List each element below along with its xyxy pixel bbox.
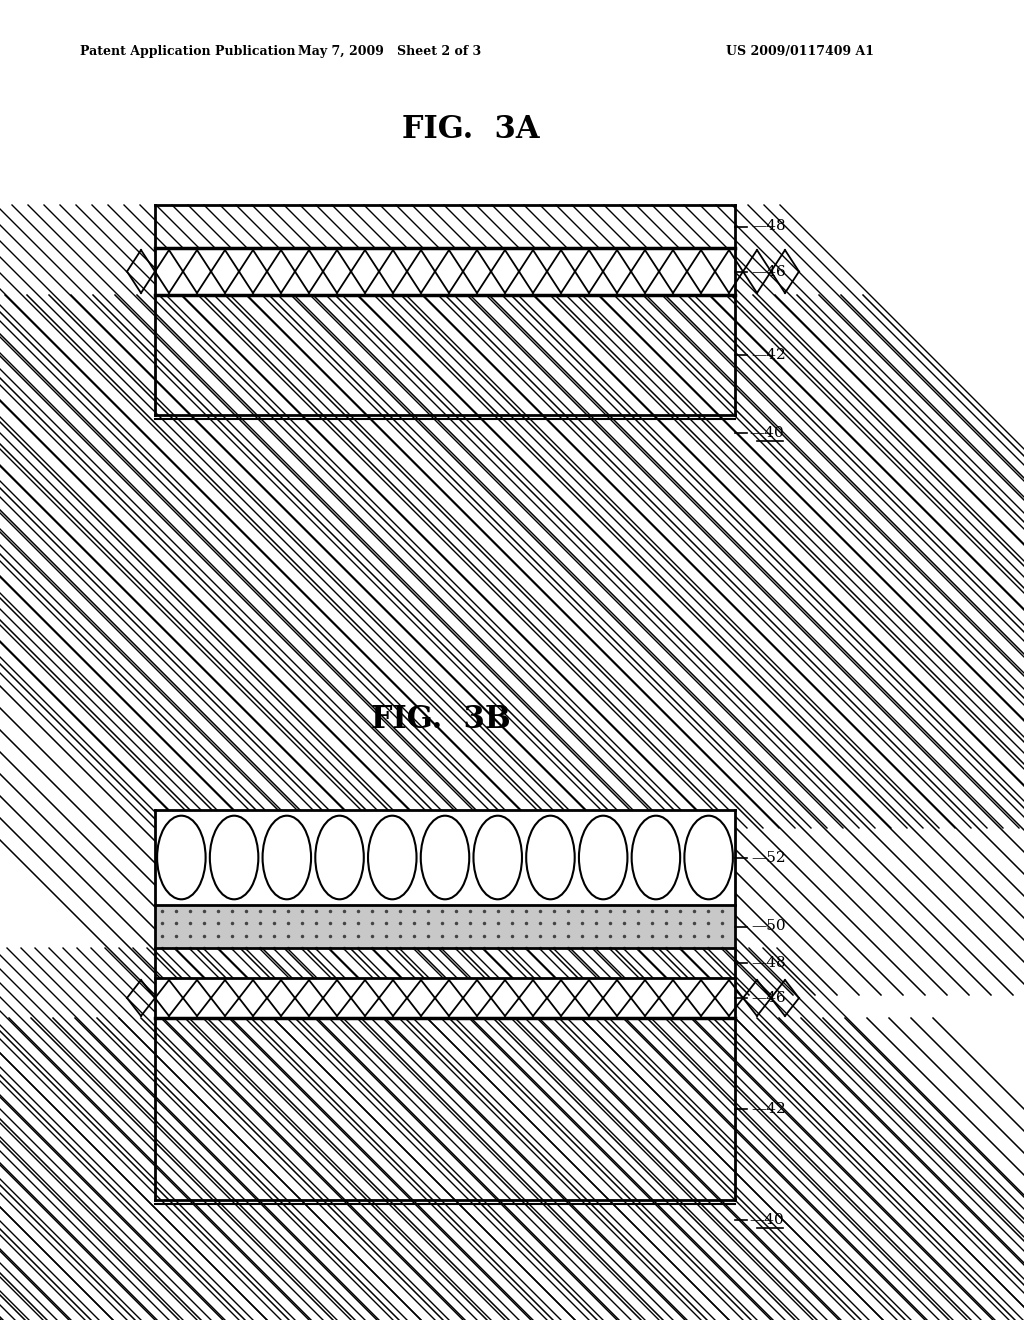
- Bar: [155, 205, 735, 248]
- Ellipse shape: [579, 816, 628, 899]
- Text: May 7, 2009   Sheet 2 of 3: May 7, 2009 Sheet 2 of 3: [298, 45, 481, 58]
- Text: —46: —46: [751, 991, 785, 1005]
- Bar: [155, 978, 735, 1018]
- Bar: [155, 948, 735, 978]
- Text: —40: —40: [749, 1213, 783, 1228]
- Ellipse shape: [262, 816, 311, 899]
- Text: —46: —46: [751, 264, 785, 279]
- Text: US 2009/0117409 A1: US 2009/0117409 A1: [726, 45, 874, 58]
- Ellipse shape: [526, 816, 574, 899]
- Text: —40: —40: [749, 426, 783, 440]
- Bar: [155, 294, 735, 414]
- Text: —50: —50: [751, 920, 785, 933]
- Ellipse shape: [157, 816, 206, 899]
- Text: Patent Application Publication: Patent Application Publication: [80, 45, 296, 58]
- Ellipse shape: [632, 816, 680, 899]
- Ellipse shape: [315, 816, 364, 899]
- Text: FIG.  3A: FIG. 3A: [402, 115, 540, 145]
- Bar: [155, 1018, 735, 1200]
- Text: —48: —48: [751, 219, 785, 234]
- Text: —52: —52: [751, 850, 785, 865]
- Bar: [155, 248, 735, 294]
- Ellipse shape: [684, 816, 733, 899]
- Text: —42: —42: [751, 348, 785, 362]
- Text: FIG.  3B: FIG. 3B: [371, 705, 510, 735]
- Ellipse shape: [473, 816, 522, 899]
- Ellipse shape: [421, 816, 469, 899]
- Text: —42: —42: [751, 1102, 785, 1115]
- Bar: [155, 810, 735, 906]
- Ellipse shape: [210, 816, 258, 899]
- Text: —48: —48: [751, 956, 785, 970]
- Bar: [155, 906, 735, 948]
- Ellipse shape: [368, 816, 417, 899]
